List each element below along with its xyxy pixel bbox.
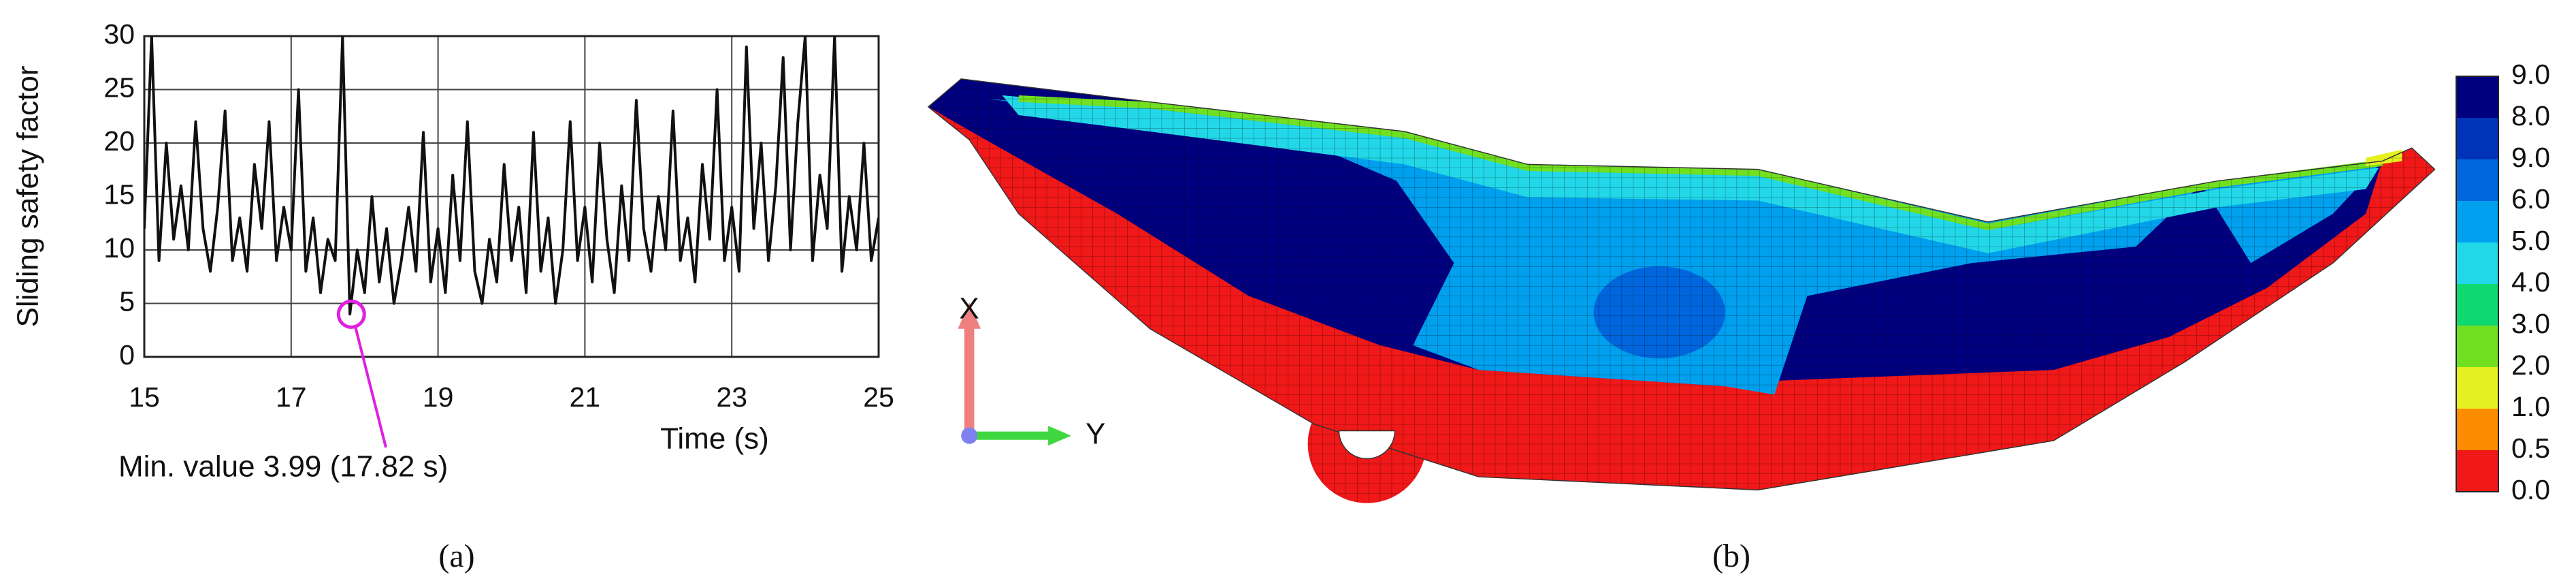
y-tick-label: 20	[103, 125, 135, 157]
y-tick-label: 10	[103, 232, 135, 264]
triad-label: Y	[1086, 417, 1105, 451]
colorbar-segment	[2456, 242, 2498, 285]
arrow-head	[958, 302, 981, 329]
x-tick-label: 25	[863, 381, 894, 413]
colorbar-segment	[2456, 409, 2498, 451]
y-axis-label: Sliding safety factor	[12, 66, 45, 328]
x-tick-label: 23	[716, 381, 747, 413]
mesh-lines	[927, 78, 2436, 491]
colorbar-label: 9.0	[2511, 59, 2550, 90]
min-marker	[336, 299, 366, 329]
colorbar-segment	[2456, 201, 2498, 243]
axis-origin	[961, 427, 978, 444]
colorbar-label: 0.5	[2511, 432, 2550, 464]
panel-label: (a)	[438, 538, 474, 574]
colorbar-label: 3.0	[2511, 308, 2550, 339]
x-tick-label: 21	[570, 381, 601, 413]
data-line	[144, 36, 879, 316]
y-tick-label: 25	[103, 72, 135, 103]
colorbar-label: 5.0	[2511, 225, 2550, 256]
colorbar-label: 0.0	[2511, 474, 2550, 505]
x-axis-label: Time (s)	[660, 422, 769, 456]
x-tick-label: 15	[129, 381, 160, 413]
x-tick-label: 17	[276, 381, 307, 413]
colorbar-segment	[2456, 118, 2498, 160]
colorbar-segment	[2456, 76, 2498, 119]
colorbar: 9.0 8.0 9.0 6.0 5.0 4.0 3.0 2.0 1.0 0.5 0.0	[2456, 59, 2550, 505]
arrow-head	[1048, 426, 1071, 446]
y-tick-label: 30	[103, 18, 135, 50]
colorbar-label: 4.0	[2511, 266, 2550, 298]
x-tick-label: 19	[423, 381, 454, 413]
colorbar-label: 6.0	[2511, 183, 2550, 215]
colorbar-label: 8.0	[2511, 100, 2550, 131]
ring-hole	[1338, 430, 1396, 460]
colorbar-label: 9.0	[2511, 142, 2550, 173]
triad-label: X	[959, 292, 979, 326]
y-tick-label: 0	[119, 339, 135, 371]
annotation-text: Min. value 3.99 (17.82 s)	[118, 450, 448, 484]
colorbar-label: 2.0	[2511, 349, 2550, 381]
annotation-leader	[354, 326, 387, 448]
mesh-plot	[927, 78, 2436, 503]
panel-label: (b)	[1712, 538, 1750, 574]
colorbar-frame	[2456, 76, 2499, 492]
colorbar-label: 1.0	[2511, 391, 2550, 422]
colorbar-segment	[2456, 284, 2498, 326]
colorbar-segment	[2456, 450, 2498, 492]
panel-a: 0 5 10 15 20 25 30 15 17 19 21 23 25 Time (s) Sliding …	[12, 18, 894, 484]
colorbar-segment	[2456, 159, 2498, 202]
colorbar-segment	[2456, 326, 2498, 368]
y-tick-label: 5	[119, 285, 135, 317]
colorbar-segment	[2456, 367, 2498, 409]
y-tick-label: 15	[103, 178, 135, 210]
